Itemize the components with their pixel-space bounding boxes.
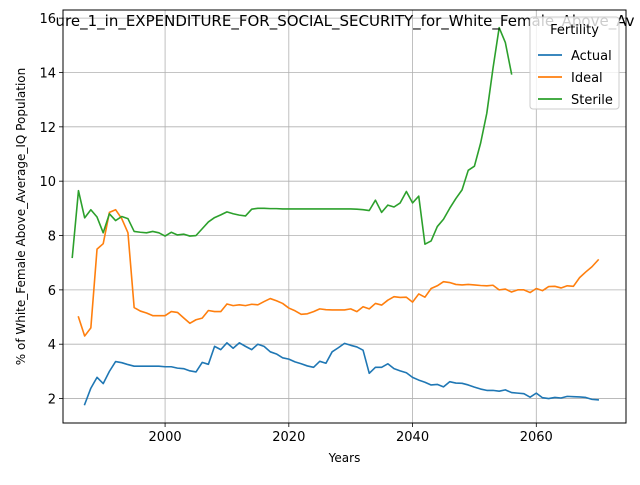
plot-frame: [62, 9, 627, 424]
y-tick-label: 6: [48, 284, 56, 299]
x-tick-label: 2020: [272, 430, 305, 445]
x-tick-label: 2040: [396, 430, 429, 445]
y-tick-label: 4: [48, 338, 56, 353]
x-tick-label: 2000: [149, 430, 182, 445]
y-tick-label: 16: [39, 12, 56, 27]
y-tick-label: 10: [39, 175, 56, 190]
x-axis-label: Years: [328, 451, 361, 465]
legend-box: [529, 16, 620, 110]
series-line-actual: [83, 342, 600, 406]
y-tick-label: 12: [39, 121, 56, 136]
series-lines: [71, 26, 600, 406]
legend-title: Fertility: [550, 23, 599, 38]
legend-label-actual: Actual: [571, 49, 612, 64]
legend-label-sterile: Sterile: [571, 93, 613, 108]
y-axis-ticks: 2 4 6 8 10 12 14 16: [39, 12, 63, 408]
y-axis-label: % of White_Female Above_Average_IQ Popul…: [14, 68, 28, 365]
y-tick-label: 14: [39, 66, 56, 81]
legend: Fertility Actual Ideal Sterile: [529, 16, 620, 110]
series-line-sterile: [71, 26, 513, 259]
y-tick-label: 8: [48, 230, 56, 245]
y-tick-label: 2: [48, 393, 56, 408]
chart-title: ure_1_in_EXPENDITURE_FOR_SOCIAL_SECURITY…: [56, 12, 635, 31]
x-tick-label: 2060: [520, 430, 553, 445]
x-axis-ticks: 2000 2020 2040 2060: [149, 423, 553, 445]
legend-label-ideal: Ideal: [571, 71, 603, 86]
legend-items: Actual Ideal Sterile: [538, 49, 613, 108]
series-line-ideal: [77, 208, 600, 337]
